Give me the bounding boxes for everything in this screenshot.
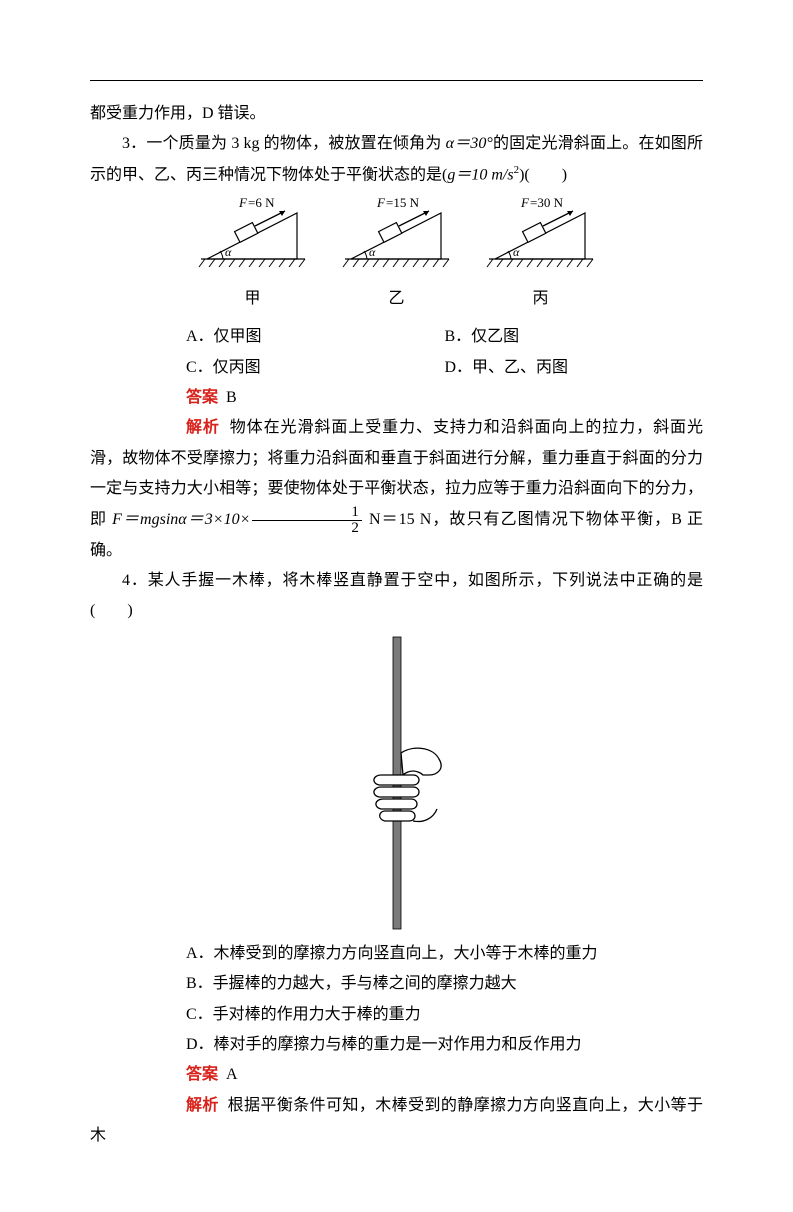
q3-fig-yi: α F =15 N 乙 — [337, 197, 457, 315]
q4-explain-text: 根据平衡条件可知，木棒受到的静摩擦力方向竖直向上，大小等于木 — [90, 1097, 703, 1144]
q3-fig-yi-label: 乙 — [337, 284, 457, 314]
q3-opt-b: B．仅乙图 — [445, 322, 704, 352]
q4-options: A．木棒受到的摩擦力方向竖直向上，大小等于木棒的重力 B．手握棒的力越大，手与棒… — [90, 939, 703, 1061]
q3-explain: 解析 物体在光滑斜面上受重力、支持力和沿斜面向上的拉力，斜面光滑，故物体不受摩擦… — [90, 413, 703, 566]
svg-text:α: α — [369, 245, 376, 259]
q3-frac-num: 1 — [252, 505, 362, 521]
q3-answer-line: 答案 B — [90, 383, 703, 413]
q4-answer-label: 答案 — [186, 1066, 218, 1083]
q3-stem: 3．一个质量为 3 kg 的物体，被放置在倾角为 α＝30°的固定光滑斜面上。在… — [90, 129, 703, 190]
q3-stem-c: )( ) — [519, 166, 567, 183]
svg-text:α: α — [513, 245, 520, 259]
q3-frac-den: 2 — [252, 521, 362, 536]
q4-explain-label: 解析 — [186, 1097, 219, 1114]
q3-answer: B — [226, 389, 237, 406]
q4-explain: 解析 根据平衡条件可知，木棒受到的静摩擦力方向竖直向上，大小等于木 — [90, 1091, 703, 1152]
q3-g: g＝10 m/s — [447, 166, 513, 183]
q3-stem-a: 3．一个质量为 3 kg 的物体，被放置在倾角为 — [122, 135, 446, 152]
q3-opt-c: C．仅丙图 — [186, 353, 445, 383]
q4-answer-line: 答案 A — [90, 1060, 703, 1090]
q4-opt-b: B．手握棒的力越大，手与棒之间的摩擦力越大 — [186, 969, 703, 999]
q4-stem: 4．某人手握一木棒，将木棒竖直静置于空中，如图所示，下列说法中正确的是( ) — [90, 566, 703, 627]
q4-opt-d: D．棒对手的摩擦力与棒的重力是一对作用力和反作用力 — [186, 1030, 703, 1060]
q3-options: A．仅甲图 B．仅乙图 C．仅丙图 D．甲、乙、丙图 — [90, 322, 703, 383]
q3-alpha: α＝30° — [446, 135, 493, 152]
q3-fig-jia: α F =6 N 甲 — [193, 197, 313, 315]
q3-opt-d: D．甲、乙、丙图 — [445, 353, 704, 383]
q3-formula-lhs: F＝mgsinα＝3×10× — [112, 511, 250, 528]
top-rule — [90, 80, 703, 81]
continuation-text: 都受重力作用，D 错误。 — [90, 99, 703, 129]
svg-text:=15 N: =15 N — [386, 197, 420, 210]
svg-text:F: F — [238, 197, 248, 210]
q3-fig-bing-label: 丙 — [481, 284, 601, 314]
q4-figure — [90, 633, 703, 933]
q4-opt-c: C．手对棒的作用力大于棒的重力 — [186, 1000, 703, 1030]
q3-fig-jia-label: 甲 — [193, 284, 313, 314]
q4-answer: A — [226, 1066, 238, 1083]
svg-text:F: F — [520, 197, 530, 210]
q3-opt-a: A．仅甲图 — [186, 322, 445, 352]
q3-fraction: 12 — [252, 505, 362, 536]
q3-answer-label: 答案 — [186, 389, 218, 406]
q3-fig-bing: α F =30 N 丙 — [481, 197, 601, 315]
svg-text:F: F — [376, 197, 386, 210]
svg-text:=30 N: =30 N — [530, 197, 564, 210]
svg-text:α: α — [225, 245, 232, 259]
q4-opt-a: A．木棒受到的摩擦力方向竖直向上，大小等于木棒的重力 — [186, 939, 703, 969]
q3-figure-row: α F =6 N 甲 — [90, 197, 703, 315]
q3-explain-label: 解析 — [186, 419, 220, 436]
svg-text:=6 N: =6 N — [248, 197, 275, 210]
